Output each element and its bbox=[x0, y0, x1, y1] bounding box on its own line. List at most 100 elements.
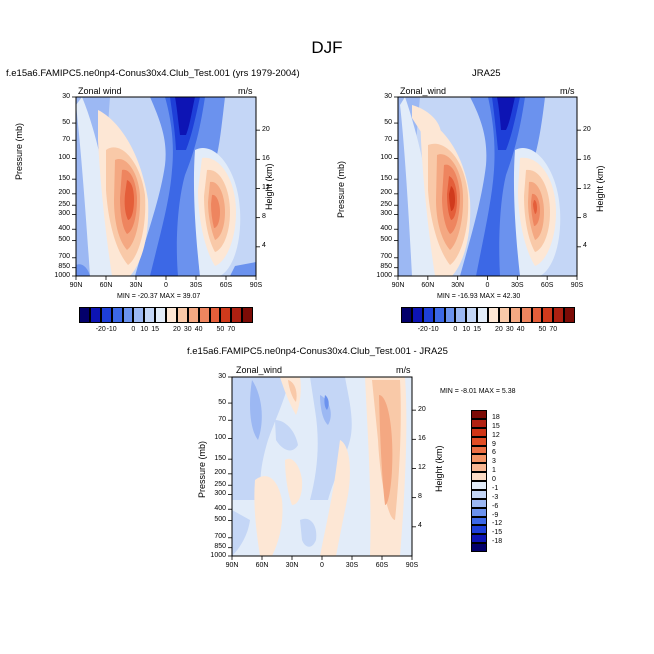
colorbar-label: 20 bbox=[494, 326, 503, 333]
panel3-pressure-tick-label: 300 bbox=[214, 490, 226, 498]
panel1-pressure-tick-label: 50 bbox=[62, 118, 70, 126]
panel3-pressure-tick-label: 700 bbox=[214, 533, 226, 541]
panel1-height-tick-label: 12 bbox=[262, 183, 270, 191]
panel2-lat-tick-label: 0 bbox=[485, 282, 490, 289]
panel1-pressure-tick-label: 700 bbox=[58, 253, 70, 261]
panel1-height-tick-label: 16 bbox=[262, 154, 270, 162]
colorbar-box bbox=[155, 307, 166, 323]
colorbar-box bbox=[477, 307, 488, 323]
colorbar-label: 1 bbox=[492, 467, 496, 475]
panel1-pressure-tick-label: 200 bbox=[58, 189, 70, 197]
panel1-pressure-tick-label: 500 bbox=[58, 236, 70, 244]
colorbar-label: -10 bbox=[428, 326, 439, 333]
colorbar-box bbox=[79, 307, 90, 323]
colorbar-label: 30 bbox=[505, 326, 514, 333]
colorbar-box bbox=[111, 307, 123, 323]
colorbar-label: 12 bbox=[492, 431, 500, 439]
colorbar-box bbox=[100, 307, 112, 323]
panel3-min-max: MIN = -8.01 MAX = 5.38 bbox=[440, 388, 516, 395]
colorbar-label: -1 bbox=[492, 484, 499, 492]
panel3-height-tick-label: 8 bbox=[418, 493, 422, 501]
colorbar-box bbox=[488, 307, 499, 323]
colorbar-box bbox=[471, 445, 487, 455]
panel3-pressure-tick-label: 500 bbox=[214, 516, 226, 524]
panel1-pressure-tick-label: 850 bbox=[58, 263, 70, 271]
panel3-height-tick-label: 20 bbox=[418, 405, 426, 413]
colorbar-box bbox=[231, 307, 243, 323]
panel3-pressure-tick-label: 200 bbox=[214, 469, 226, 477]
panel3-height-tick-label: 4 bbox=[418, 522, 422, 530]
colorbar-label: 18 bbox=[492, 413, 500, 421]
panel1-pressure-tick-label: 70 bbox=[62, 135, 70, 143]
panel2-lat-tick-label: 60S bbox=[540, 282, 554, 289]
colorbar-label: 15 bbox=[151, 326, 160, 333]
figure-title: DJF bbox=[311, 38, 343, 57]
colorbar-label: 6 bbox=[492, 449, 496, 457]
panel3-pressure-tick-label: 70 bbox=[218, 415, 226, 423]
colorbar-label: 40 bbox=[194, 326, 203, 333]
panel3-lat-tick-label: 30N bbox=[285, 562, 299, 569]
panel2-ylabel-right: Height (km) bbox=[595, 165, 605, 212]
colorbar-box bbox=[466, 307, 478, 323]
colorbar-label: 40 bbox=[516, 326, 525, 333]
panel2-pressure-tick-label: 150 bbox=[380, 174, 392, 182]
colorbar-box bbox=[411, 307, 423, 323]
panel1-lat-tick-label: 90N bbox=[69, 282, 83, 289]
panel2-pressure-tick-label: 1000 bbox=[376, 271, 392, 279]
panel2-min-max: MIN = -16.93 MAX = 42.30 bbox=[437, 293, 521, 300]
panel1-contour-field bbox=[76, 97, 256, 276]
colorbar-box bbox=[471, 498, 487, 508]
colorbar-box bbox=[498, 307, 510, 323]
panel1-units: m/s bbox=[238, 86, 253, 96]
panel3-pressure-tick-label: 1000 bbox=[210, 551, 226, 559]
panel2-pressure-tick-label: 200 bbox=[380, 189, 392, 197]
panel2-pressure-tick-label: 700 bbox=[380, 253, 392, 261]
colorbar-box bbox=[401, 307, 412, 323]
panel2-height-tick-label: 4 bbox=[583, 242, 587, 250]
colorbar-box bbox=[89, 307, 101, 323]
panel3-lat-tick-label: 90N bbox=[225, 562, 239, 569]
colorbar-box bbox=[471, 481, 487, 490]
panel1-lat-tick-label: 30N bbox=[129, 282, 143, 289]
colorbar-box bbox=[553, 307, 565, 323]
colorbar-label: 15 bbox=[492, 422, 500, 430]
colorbar-box bbox=[471, 436, 487, 446]
colorbar-label: 0 bbox=[492, 476, 496, 483]
panel2-pressure-tick-label: 50 bbox=[384, 118, 392, 126]
panel3-lat-tick-label: 0 bbox=[320, 562, 324, 569]
panel2-height-tick-label: 8 bbox=[583, 213, 587, 221]
colorbar-box bbox=[209, 307, 221, 323]
panel2-pressure-tick-label: 250 bbox=[380, 200, 392, 208]
panel1-height-tick-label: 20 bbox=[262, 125, 270, 133]
colorbar-box bbox=[531, 307, 543, 323]
colorbar-label: 3 bbox=[492, 458, 496, 466]
colorbar-box bbox=[144, 307, 156, 323]
panel1-pressure-tick-label: 400 bbox=[58, 224, 70, 232]
colorbar-box bbox=[220, 307, 232, 323]
colorbar-box bbox=[564, 307, 575, 323]
colorbar-label: -15 bbox=[492, 529, 503, 537]
panel1-lat-tick-label: 60S bbox=[219, 282, 233, 289]
panel2-title: JRA25 bbox=[472, 68, 501, 79]
colorbar-box bbox=[133, 307, 145, 323]
colorbar-label: 0 bbox=[453, 326, 458, 333]
colorbar-box bbox=[187, 307, 199, 323]
colorbar-label: -9 bbox=[492, 511, 499, 519]
colorbar-box bbox=[471, 543, 487, 552]
panel1-pressure-tick-label: 1000 bbox=[54, 271, 70, 279]
panel3-pressure-tick-label: 30 bbox=[218, 372, 226, 380]
panel2-pressure-tick-label: 300 bbox=[380, 210, 392, 218]
colorbar-box bbox=[471, 472, 487, 481]
panel1-title: f.e15a6.FAMIPC5.ne0np4-Conus30x4.Club_Te… bbox=[6, 68, 300, 79]
colorbar-label: -20 bbox=[417, 326, 428, 333]
panel1-lat-tick-label: 60N bbox=[99, 282, 113, 289]
colorbar-label: -6 bbox=[492, 502, 499, 510]
panel1-ylabel-left: Pressure (mb) bbox=[14, 122, 24, 180]
panel2-lat-tick-label: 90N bbox=[391, 282, 405, 289]
colorbar-box bbox=[471, 507, 487, 517]
panel3-pressure-tick-label: 150 bbox=[214, 454, 226, 462]
panel1-ylabel-right: Height (km) bbox=[264, 163, 274, 210]
colorbar-label: -10 bbox=[106, 326, 117, 333]
panel3-pressure-tick-label: 50 bbox=[218, 398, 226, 406]
colorbar-box bbox=[176, 307, 188, 323]
